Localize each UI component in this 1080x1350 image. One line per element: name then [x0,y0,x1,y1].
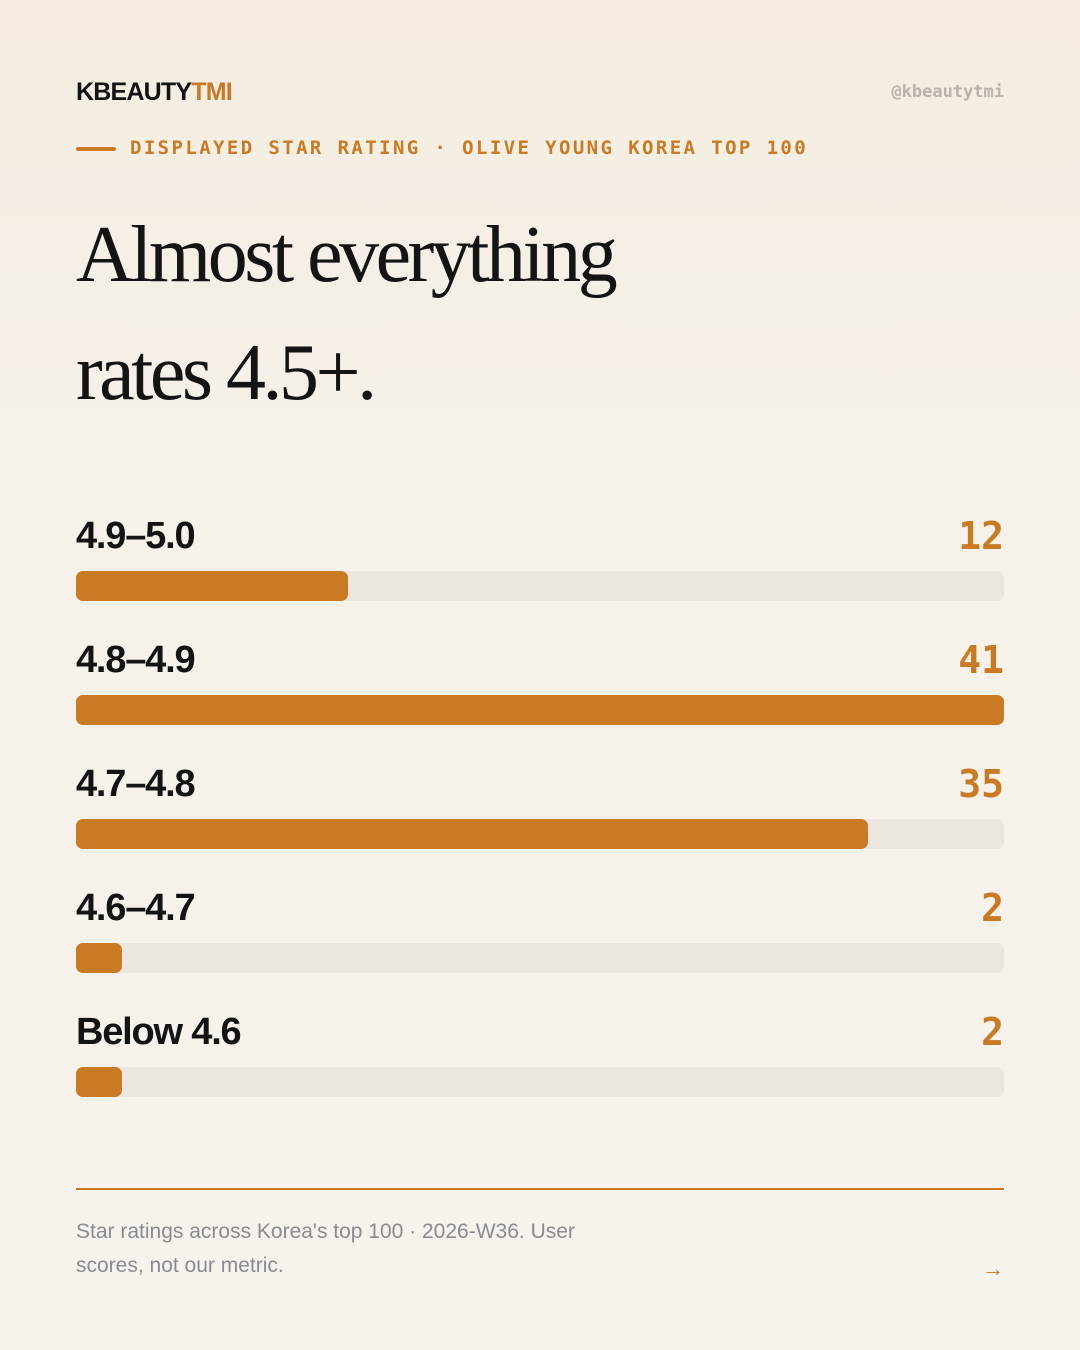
footer-divider [76,1188,1004,1190]
value-label: 2 [981,1010,1004,1054]
category-label: 4.7–4.8 [76,763,196,805]
category-label: 4.8–4.9 [76,639,196,681]
kicker-label: DISPLAYED STAR RATING · OLIVE YOUNG KORE… [130,137,809,159]
bar [76,819,868,849]
bar-track [76,571,1004,601]
brand-logo-part1: KBEAUTY [76,78,192,106]
brand-logo: KBEAUTYTMI [76,78,233,106]
bar [76,1067,122,1097]
bar-track [76,695,1004,725]
chart-row: 4.9–5.0 12 [76,508,1004,632]
chart-row: Below 4.6 2 [76,1004,1004,1128]
category-label: 4.9–5.0 [76,515,196,557]
page-title: Almost everything rates 4.5+. [76,196,618,432]
category-label: Below 4.6 [76,1011,242,1053]
chart-row: 4.8–4.9 41 [76,632,1004,756]
rating-bar-chart: 4.9–5.0 12 4.8–4.9 41 4.7–4.8 35 4.6–4.7 2 Below… [76,508,1004,1128]
footnote: Star ratings across Korea's top 100 · 20… [76,1220,575,1277]
page-title-line-1: Almost everything [76,211,618,299]
social-handle: @kbeautytmi [891,82,1004,102]
bar-track [76,819,1004,849]
chart-row: 4.7–4.8 35 [76,756,1004,880]
bar [76,571,348,601]
category-label: 4.6–4.7 [76,887,196,929]
page-title-line-2: rates 4.5+. [76,329,377,417]
next-arrow-icon[interactable]: → [982,1256,1004,1281]
bar-track [76,943,1004,973]
kicker-accent-line [76,147,116,151]
bar [76,943,122,973]
bar [76,695,1004,725]
brand-logo-part2: TMI [191,78,232,106]
value-label: 2 [981,886,1004,930]
value-label: 35 [958,762,1004,806]
value-label: 41 [958,638,1004,682]
value-label: 12 [958,514,1004,558]
chart-row: 4.6–4.7 2 [76,880,1004,1004]
bar-track [76,1067,1004,1097]
